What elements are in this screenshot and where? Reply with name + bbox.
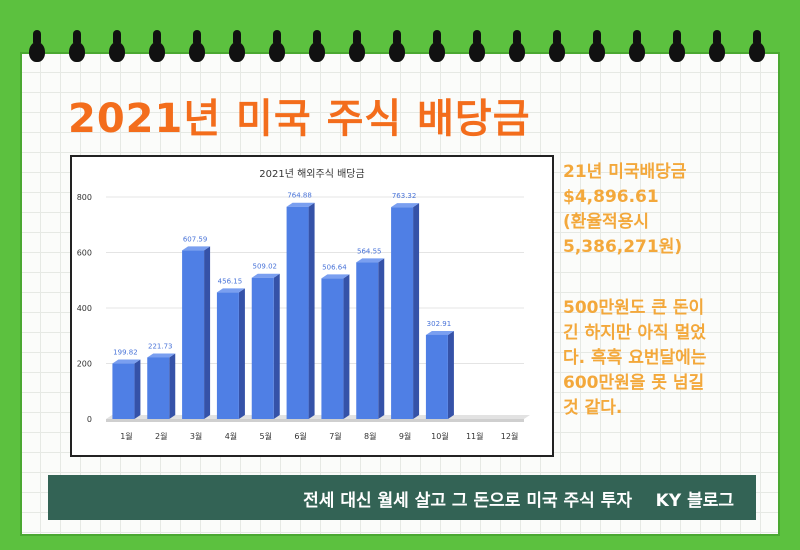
bar [321, 278, 344, 419]
binder-ring-icon [509, 30, 525, 66]
bar-top [182, 246, 211, 251]
x-tick-label: 4월 [225, 431, 237, 441]
data-label: 564.55 [357, 247, 382, 255]
summary-text: 21년 미국배당금 $4,896.61 (환율적용시 5,386,271원) [563, 160, 763, 260]
data-label: 456.15 [218, 277, 243, 285]
comment-line: 다. 흑흑 요번달에는 [563, 348, 707, 368]
comment-line: 500만원도 큰 돈이 [563, 298, 705, 318]
bar-side [413, 203, 420, 419]
bar-top [147, 353, 176, 358]
bar [391, 207, 414, 419]
bar-top [112, 359, 141, 364]
binder-ring-icon [429, 30, 445, 66]
bar [147, 357, 170, 419]
binder-ring-icon [149, 30, 165, 66]
bar-side [308, 202, 315, 419]
data-label: 763.32 [392, 192, 417, 200]
bar-top [321, 274, 350, 279]
bar-top [391, 203, 420, 208]
chart-title: 2021년 해외주식 배당금 [259, 167, 364, 180]
binder-ring-icon [109, 30, 125, 66]
x-tick-label: 11월 [466, 431, 484, 441]
binder-ring-icon [469, 30, 485, 66]
bar-side [238, 288, 245, 419]
bar-side [378, 258, 385, 419]
comment-text: 500만원도 큰 돈이 긴 하지만 아직 멀었 다. 흑흑 요번달에는 600만… [563, 296, 763, 421]
binder-ring-icon [189, 30, 205, 66]
bar [425, 334, 448, 419]
data-label: 199.82 [113, 349, 137, 357]
binder-ring-icon [69, 30, 85, 66]
data-label: 607.59 [183, 235, 208, 243]
page-title: 2021년 미국 주식 배당금 [68, 96, 531, 142]
x-tick-label: 8월 [364, 431, 376, 441]
banner-text: 전세 대신 월세 살고 그 돈으로 미국 주식 투자 KY 블로그 [303, 491, 734, 511]
x-tick-label: 7월 [329, 431, 341, 441]
y-tick-label: 600 [77, 249, 92, 258]
x-tick-label: 2월 [155, 431, 167, 441]
bar-side [204, 246, 211, 419]
bar-side [273, 273, 280, 419]
x-tick-label: 9월 [399, 431, 411, 441]
y-tick-label: 400 [77, 304, 92, 313]
data-label: 506.64 [322, 263, 347, 271]
data-label: 221.73 [148, 342, 173, 350]
bar-top [425, 330, 454, 335]
comment-line: 것 같다. [563, 398, 623, 418]
footer-banner: 전세 대신 월세 살고 그 돈으로 미국 주식 투자 KY 블로그 [48, 475, 756, 520]
bar-top [286, 202, 315, 207]
bar-side [169, 353, 176, 419]
binder-ring-icon [749, 30, 765, 66]
binder-ring-icon [309, 30, 325, 66]
y-tick-label: 800 [77, 193, 92, 202]
summary-line: 5,386,271원) [563, 237, 683, 257]
bar-side [447, 330, 454, 419]
bar-top [251, 273, 280, 278]
comment-line: 600만원을 못 넘길 [563, 373, 705, 393]
bar-side [134, 359, 141, 419]
dividend-bar-chart: 2021년 해외주식 배당금 0 200 400 600 800 199.82 1월 221.7… [77, 167, 530, 441]
bar [182, 250, 205, 419]
binder-ring-icon [349, 30, 365, 66]
bar [356, 262, 379, 419]
bar [112, 363, 135, 419]
data-label: 509.02 [253, 263, 278, 271]
binder-ring-icon [589, 30, 605, 66]
bar-top [216, 288, 245, 293]
y-tick-label: 0 [87, 415, 92, 424]
binder-ring-icon [389, 30, 405, 66]
x-tick-label: 3월 [190, 431, 202, 441]
summary-line: 21년 미국배당금 [563, 162, 687, 182]
bar [216, 292, 239, 419]
x-tick-label: 12월 [501, 431, 519, 441]
x-tick-label: 6월 [294, 431, 306, 441]
x-tick-label: 10월 [431, 431, 449, 441]
x-tick-label: 1월 [120, 431, 132, 441]
binder-ring-icon [229, 30, 245, 66]
binder-ring-icon [269, 30, 285, 66]
data-label: 302.91 [427, 320, 452, 328]
x-tick-label: 5월 [260, 431, 272, 441]
binder-ring-icon [669, 30, 685, 66]
chart-panel: 2021년 해외주식 배당금 0 200 400 600 800 199.82 1월 221.7… [70, 155, 554, 457]
chart-floor [106, 415, 530, 419]
binder-ring-icon [629, 30, 645, 66]
binder-ring-icon [549, 30, 565, 66]
chart-floor-edge [106, 419, 524, 422]
binder-ring-icon [709, 30, 725, 66]
binder-ring-icon [29, 30, 45, 66]
bar-top [356, 258, 385, 263]
bar-side [343, 274, 350, 419]
data-label: 764.88 [287, 192, 312, 200]
bar [251, 277, 274, 419]
bar [286, 206, 309, 419]
summary-line: (환율적용시 [563, 212, 649, 232]
y-tick-label: 200 [77, 360, 92, 369]
summary-line: $4,896.61 [563, 187, 659, 207]
comment-line: 긴 하지만 아직 멀었 [563, 323, 706, 343]
